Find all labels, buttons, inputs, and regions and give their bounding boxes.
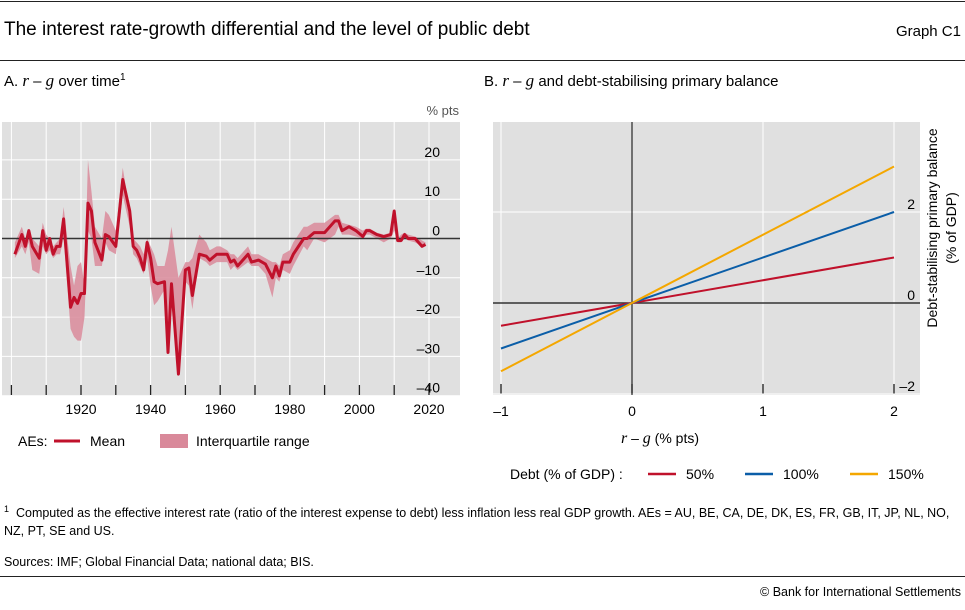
y-tick-label: –2 [899, 378, 915, 394]
x-tick-label: 1920 [65, 401, 96, 417]
legend-label: 150% [888, 466, 924, 482]
y-tick-label: 0 [907, 287, 915, 303]
r-symbol: r [502, 71, 509, 90]
legend-iqr-swatch [160, 434, 188, 448]
y-tick-label: 2 [907, 196, 915, 212]
panel-b-xlabel: r – g (% pts) [621, 430, 699, 447]
panel-a-title: A. r – g over time1 [4, 71, 126, 91]
panel-b-ylabel-2: (% of GDP) [943, 192, 959, 264]
legend-a-prefix: AEs: [18, 433, 48, 449]
series-line-100pct [500, 211, 895, 350]
legend-b-title: Debt (% of GDP) : [510, 466, 623, 482]
x-tick-label: 1940 [135, 401, 166, 417]
legend-iqr-label: Interquartile range [196, 433, 310, 449]
panel-a-unit: % pts [426, 103, 459, 118]
r-symbol: r [22, 71, 29, 90]
panel-b-prefix: B. [484, 73, 499, 90]
x-tick-label: 1 [759, 403, 767, 419]
g-symbol: g [643, 430, 651, 447]
y-tick-label: 0 [432, 223, 440, 239]
legend-mean-label: Mean [90, 433, 125, 449]
x-tick-label: 2020 [413, 401, 444, 417]
panel-a-chart: –40 –30 –20 –10 0 10 20 1920 1940 1960 1980 2000 202… [2, 122, 460, 417]
x-tick-label: 2 [890, 403, 898, 419]
graph-title: The interest rate-growth differential an… [4, 19, 530, 40]
legend-label: 50% [686, 466, 714, 482]
panel-b-ylabel-1: Debt-stabilising primary balance [924, 128, 940, 327]
y-tick-label: 10 [424, 183, 440, 199]
panel-a-suffix: over time [54, 73, 121, 90]
footnote-mark: 1 [4, 504, 10, 514]
x-tick-label: 1960 [205, 401, 236, 417]
footnote-text: Computed as the effective interest rate … [4, 506, 950, 539]
sources: Sources: IMF; Global Financial Data; nat… [4, 555, 314, 569]
y-tick-label: 20 [424, 144, 440, 160]
y-tick-label: –10 [417, 262, 441, 278]
x-tick-label: –1 [493, 403, 509, 419]
top-rule [0, 1, 965, 2]
graph-id: Graph C1 [895, 23, 961, 40]
x-unit: (% pts) [651, 430, 699, 446]
dash: – [627, 430, 643, 446]
panel-a-prefix: A. [4, 73, 19, 90]
dash: – [508, 73, 526, 90]
bottom-rule [0, 576, 965, 577]
g-symbol: g [525, 71, 535, 90]
panel-b-title: B. r – g and debt-stabilising primary ba… [484, 71, 778, 91]
legend-label: 100% [783, 466, 819, 482]
x-tick-label: 0 [628, 403, 636, 419]
series-line-150pct [500, 165, 895, 373]
x-tick-label: 2000 [344, 401, 375, 417]
plot-area-b [493, 122, 920, 395]
series-line-50pct [500, 256, 895, 327]
x-tick-label: 1980 [274, 401, 305, 417]
dash: – [28, 73, 46, 90]
y-tick-label: –20 [417, 301, 441, 317]
panel-b-suffix: and debt-stabilising primary balance [534, 73, 779, 90]
y-tick-label: –30 [417, 340, 441, 356]
mean-line [13, 178, 427, 376]
iqr-band [14, 159, 426, 373]
copyright: © Bank for International Settlements [760, 585, 961, 599]
title-rule [0, 60, 965, 61]
legend-b: 50% 100% 150% [648, 466, 924, 482]
panel-b-chart: –1 0 1 2–202 [493, 122, 920, 419]
y-tick-label: –40 [417, 380, 441, 396]
g-symbol: g [45, 71, 55, 90]
footnote: 1 Computed as the effective interest rat… [4, 500, 962, 540]
r-symbol: r [621, 430, 628, 447]
footnote-ref: 1 [120, 72, 126, 83]
